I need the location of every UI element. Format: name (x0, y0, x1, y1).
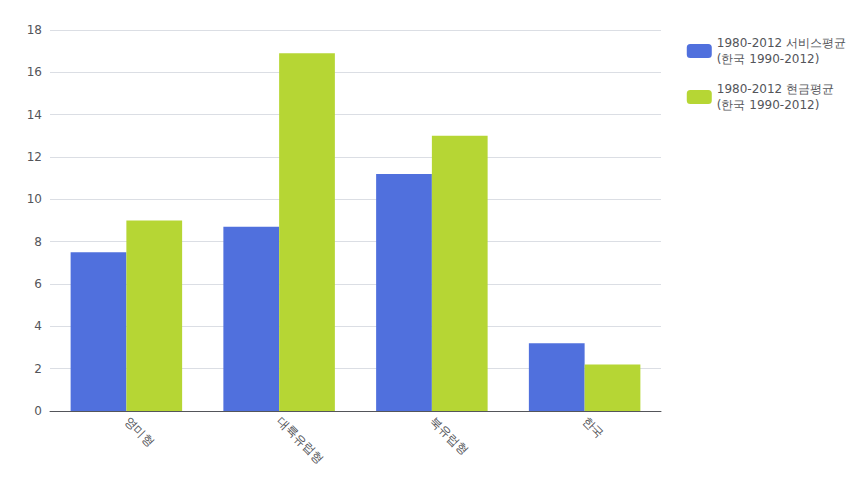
svg-text:(한국 1990-2012): (한국 1990-2012) (717, 98, 820, 112)
svg-text:대륙유럽형: 대륙유럽형 (274, 414, 326, 466)
svg-text:1980-2012 현금평균: 1980-2012 현금평균 (717, 82, 834, 96)
svg-text:10: 10 (27, 192, 42, 206)
svg-text:6: 6 (34, 277, 42, 291)
svg-text:12: 12 (27, 150, 42, 164)
svg-text:16: 16 (27, 65, 42, 79)
svg-text:0: 0 (34, 404, 42, 418)
svg-text:4: 4 (34, 319, 42, 333)
svg-text:영미형: 영미형 (121, 414, 156, 449)
svg-text:1980-2012 서비스평균: 1980-2012 서비스평균 (717, 36, 846, 50)
svg-text:북유럽형: 북유럽형 (427, 414, 471, 458)
svg-text:18: 18 (27, 23, 42, 37)
svg-text:2: 2 (34, 362, 42, 376)
svg-text:8: 8 (34, 235, 42, 249)
svg-text:14: 14 (27, 108, 42, 122)
svg-text:한국: 한국 (580, 414, 607, 441)
svg-text:(한국 1990-2012): (한국 1990-2012) (717, 52, 820, 66)
